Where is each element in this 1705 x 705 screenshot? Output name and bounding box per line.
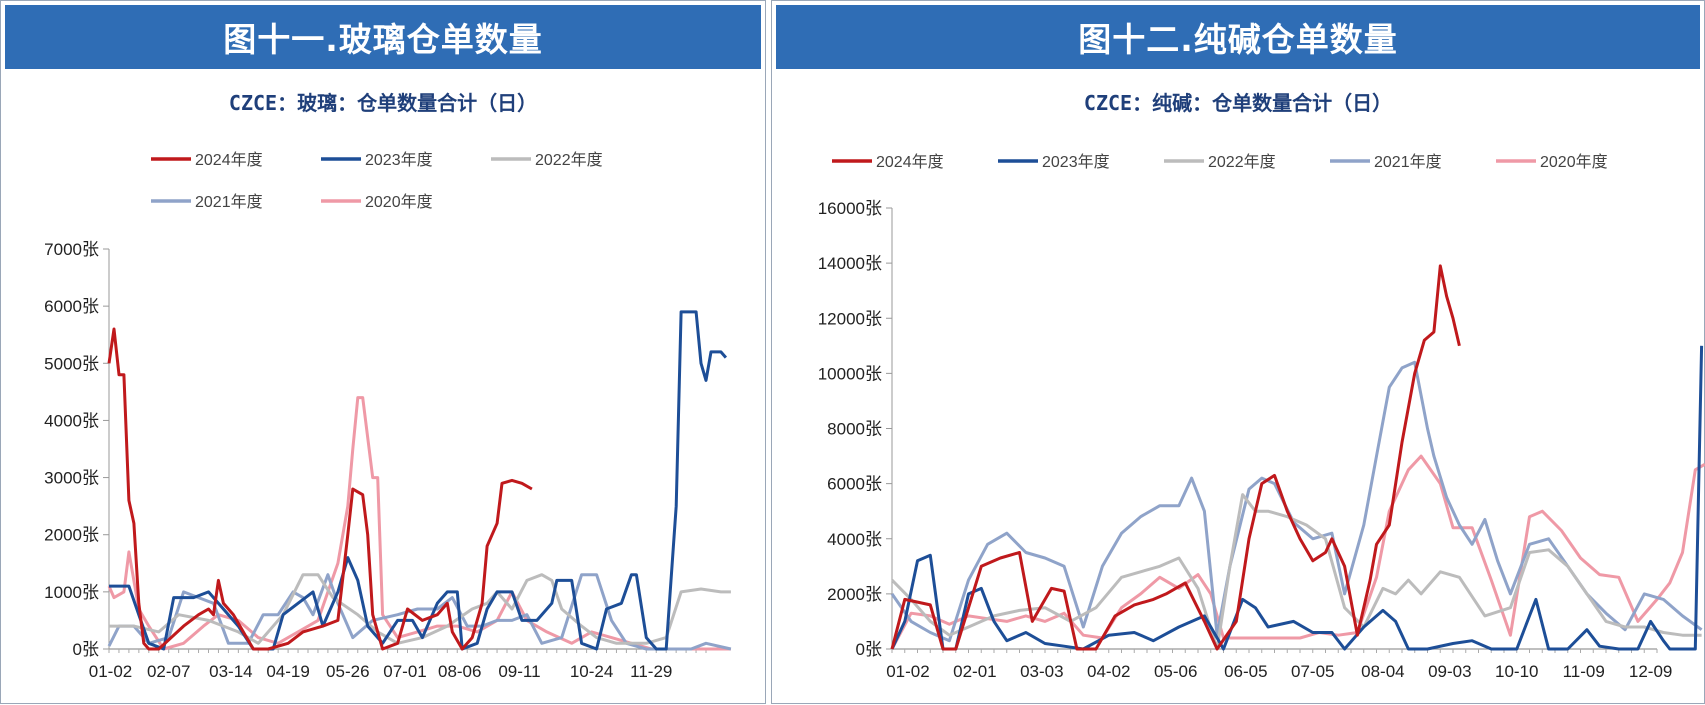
- x-tick-label: 05-06: [1154, 662, 1197, 681]
- y-tick-label: 1000张: [44, 583, 99, 602]
- y-tick-label: 16000张: [818, 199, 882, 218]
- x-tick-label: 07-05: [1291, 662, 1334, 681]
- legend-label: 2020年度: [1540, 153, 1608, 171]
- x-tick-label: 10-24: [570, 662, 613, 681]
- series-line-2022年度: [890, 493, 1702, 651]
- series-line-2023年度: [890, 345, 1704, 651]
- legend-label: 2024年度: [876, 153, 944, 171]
- glass-panel: 图十一.玻璃仓单数量 CZCE：玻璃：仓单数量合计（日） 2024年度 2023年…: [0, 0, 766, 704]
- y-tick-label: 0张: [73, 640, 99, 659]
- soda-ash-chart-title: CZCE：纯碱：仓单数量合计（日）: [1083, 91, 1393, 115]
- legend-label: 2021年度: [1374, 153, 1442, 171]
- series-line-2024年度: [107, 327, 533, 651]
- series-line-2024年度: [890, 264, 1461, 651]
- series-line-2020年度: [107, 396, 731, 651]
- x-tick-label: 02-01: [953, 662, 996, 681]
- x-tick-label: 07-01: [383, 662, 426, 681]
- x-tick-label: 01-02: [89, 662, 132, 681]
- x-tick-label: 08-04: [1361, 662, 1404, 681]
- x-tick-label: 05-26: [326, 662, 369, 681]
- y-tick-label: 2000张: [44, 526, 99, 545]
- y-tick-label: 10000张: [818, 364, 882, 383]
- legend-label: 2023年度: [1042, 153, 1110, 171]
- y-tick-label: 0张: [856, 640, 882, 659]
- soda-ash-banner: 图十二.纯碱仓单数量: [776, 5, 1700, 69]
- x-tick-label: 03-14: [209, 662, 252, 681]
- y-tick-label: 14000张: [818, 254, 882, 273]
- y-tick-label: 6000张: [44, 297, 99, 316]
- glass-chart-title: CZCE：玻璃：仓单数量合计（日）: [228, 91, 538, 115]
- glass-banner: 图十一.玻璃仓单数量: [5, 5, 761, 69]
- y-tick-label: 2000张: [827, 585, 882, 604]
- soda-ash-panel: 图十二.纯碱仓单数量 CZCE：纯碱：仓单数量合计（日） 2024年度 2023年…: [771, 0, 1705, 704]
- x-tick-label: 11-09: [1563, 662, 1605, 681]
- x-tick-label: 12-09: [1629, 662, 1672, 681]
- x-tick-label: 06-05: [1224, 662, 1267, 681]
- y-tick-label: 7000张: [44, 240, 99, 259]
- glass-warehouse-receipts-chart: 2024年度 2023年度 2022年度 2021年度 2020年度 0张 1000张 200…: [44, 151, 732, 681]
- x-tick-label: 08-06: [438, 662, 481, 681]
- y-tick-label: 12000张: [818, 309, 882, 328]
- y-tick-label: 8000张: [827, 420, 882, 439]
- legend-label: 2022年度: [535, 151, 603, 169]
- series-line-2021年度: [890, 360, 1703, 643]
- x-tick-label: 02-07: [147, 662, 190, 681]
- series-line-2021年度: [107, 573, 732, 651]
- x-tick-label: 09-11: [498, 662, 540, 681]
- legend-label: 2021年度: [195, 193, 263, 211]
- y-tick-label: 4000张: [827, 530, 882, 549]
- y-tick-label: 4000张: [44, 411, 99, 430]
- y-tick-label: 6000张: [827, 475, 882, 494]
- legend-label: 2023年度: [365, 151, 433, 169]
- y-tick-label: 3000张: [44, 469, 99, 488]
- legend-label: 2024年度: [195, 151, 263, 169]
- x-tick-label: 10-10: [1495, 662, 1538, 681]
- legend-label: 2022年度: [1208, 153, 1276, 171]
- x-tick-label: 11-29: [630, 662, 672, 681]
- x-tick-label: 03-03: [1020, 662, 1063, 681]
- x-tick-label: 09-03: [1428, 662, 1471, 681]
- legend-label: 2020年度: [365, 193, 433, 211]
- soda-ash-warehouse-receipts-chart: 2024年度 2023年度 2022年度 2021年度 2020年度 0张 2000张 400…: [818, 153, 1705, 681]
- x-tick-label: 04-02: [1087, 662, 1130, 681]
- x-tick-label: 01-02: [886, 662, 929, 681]
- x-tick-label: 04-19: [266, 662, 309, 681]
- y-tick-label: 5000张: [44, 354, 99, 373]
